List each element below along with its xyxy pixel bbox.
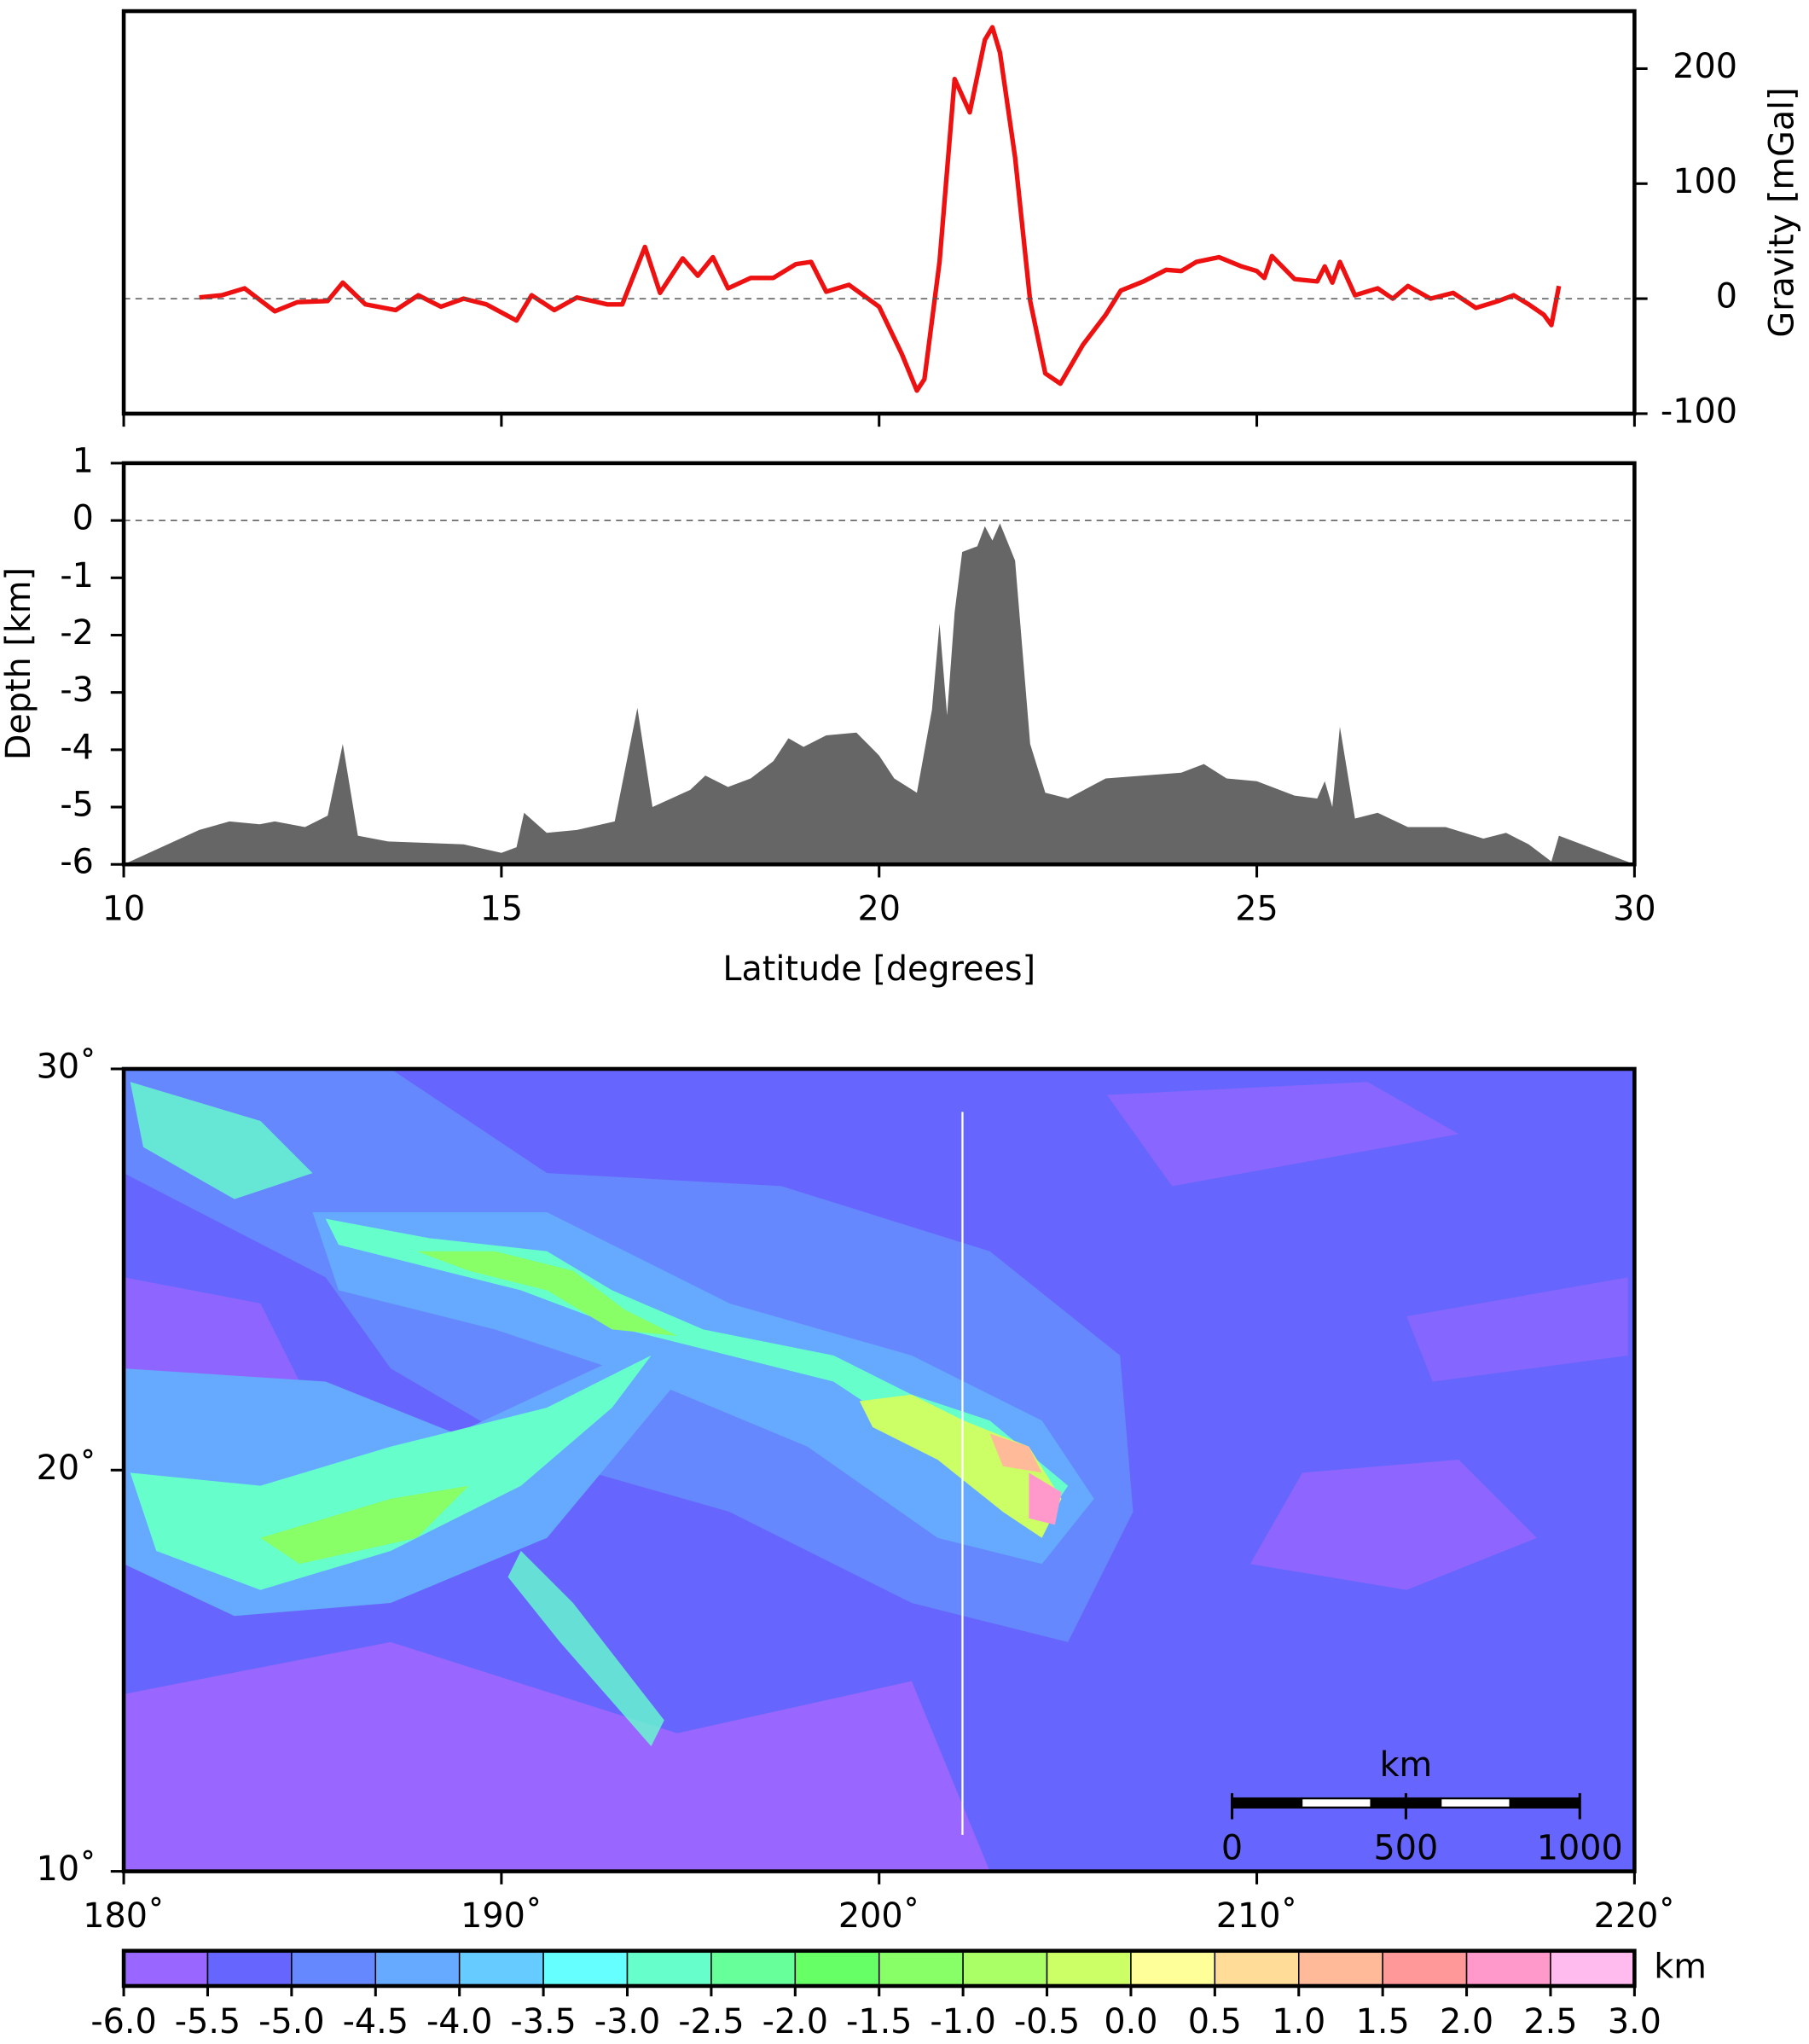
x-tick-label: 10: [102, 890, 146, 929]
colorbar-segment: [878, 1949, 964, 1987]
colorbar-segment: [542, 1949, 629, 1987]
colorbar-segment: [962, 1949, 1048, 1987]
colorbar-label: -1.5: [846, 2002, 912, 2041]
colorbar-label: -2.0: [762, 2002, 828, 2041]
colorbar-label: -3.0: [594, 2002, 660, 2041]
colorbar-label: 3.0: [1608, 2002, 1661, 2041]
x-tick-label: 220˚: [1594, 1896, 1676, 1936]
colorbar-segment: [206, 1949, 293, 1987]
x-axis-label: Latitude [degrees]: [722, 949, 1035, 989]
y-tick-label: 30˚: [37, 1047, 96, 1086]
gravity-line: [199, 25, 1562, 393]
y-axis-label: Gravity [mGal]: [1762, 87, 1801, 337]
y-tick-label: 200: [1673, 47, 1737, 86]
colorbar-segment: [1382, 1949, 1468, 1987]
y-tick-label: -5: [60, 786, 94, 825]
colorbar-label: 2.0: [1440, 2002, 1493, 2041]
colorbar-segment: [291, 1949, 377, 1987]
scale-unit: km: [1380, 1745, 1433, 1785]
colorbar-label: 0.0: [1104, 2002, 1157, 2041]
x-tick-label: 190˚: [461, 1896, 542, 1936]
y-tick-label: 1: [72, 441, 94, 480]
colorbar-segment: [1465, 1949, 1551, 1987]
depth-area: [124, 523, 1635, 865]
colorbar-segment: [1550, 1949, 1636, 1987]
y-tick-label: 100: [1673, 162, 1737, 201]
colorbar-label: -5.5: [175, 2002, 241, 2041]
colorbar-label: 2.5: [1523, 2002, 1577, 2041]
x-tick-label: 200˚: [838, 1896, 920, 1936]
colorbar-segment: [1214, 1949, 1300, 1987]
colorbar-segment: [374, 1949, 461, 1987]
colorbar-segment: [794, 1949, 880, 1987]
x-tick-label: 25: [1235, 890, 1278, 929]
y-tick-label: -2: [60, 613, 94, 653]
colorbar-label: -4.0: [426, 2002, 492, 2041]
colorbar-unit: km: [1654, 1948, 1707, 1987]
colorbar-label: -0.5: [1014, 2002, 1080, 2041]
scale-label: 1000: [1537, 1829, 1623, 1868]
colorbar-segment: [458, 1949, 544, 1987]
colorbar-segment: [1297, 1949, 1383, 1987]
scale-label: 0: [1221, 1829, 1243, 1868]
colorbar-label: -2.5: [678, 2002, 744, 2041]
plot-frame: [121, 9, 1637, 416]
x-tick-label: 180˚: [83, 1896, 165, 1936]
y-tick-label: -3: [60, 671, 94, 710]
scale-segment: [1440, 1797, 1511, 1809]
colorbar-label: -1.0: [930, 2002, 995, 2041]
colorbar-label: -6.0: [90, 2002, 156, 2041]
colorbar-segment: [1046, 1949, 1132, 1987]
colorbar-label: -4.5: [343, 2002, 409, 2041]
scale-segment: [1509, 1797, 1581, 1809]
y-tick-label: 20˚: [37, 1449, 96, 1488]
y-tick-label: 0: [72, 499, 94, 538]
x-tick-label: 20: [857, 890, 901, 929]
colorbar-segment: [123, 1949, 209, 1987]
y-tick-label: 0: [1716, 277, 1737, 316]
y-tick-label: 10˚: [37, 1849, 96, 1889]
bathymetry-map: [124, 1068, 1635, 1872]
scale-label: 500: [1374, 1829, 1439, 1868]
colorbar-label: 1.5: [1356, 2002, 1410, 2041]
scale-segment: [1300, 1797, 1372, 1809]
y-tick-label: -100: [1661, 392, 1737, 431]
colorbar-label: 1.0: [1272, 2002, 1325, 2041]
colorbar-segment: [626, 1949, 712, 1987]
colorbar-segment: [1130, 1949, 1216, 1987]
colorbar-segment: [710, 1949, 797, 1987]
colorbar-label: -3.5: [510, 2002, 576, 2041]
y-tick-label: -6: [60, 843, 94, 882]
y-axis-label: Depth [km]: [0, 567, 38, 760]
y-tick-label: -4: [60, 728, 94, 767]
colorbar-label: 0.5: [1188, 2002, 1242, 2041]
scale-segment: [1231, 1797, 1303, 1809]
colorbar-label: -5.0: [258, 2002, 324, 2041]
x-tick-label: 210˚: [1216, 1896, 1298, 1936]
y-tick-label: -1: [60, 556, 94, 595]
x-tick-label: 30: [1613, 890, 1656, 929]
x-tick-label: 15: [480, 890, 524, 929]
